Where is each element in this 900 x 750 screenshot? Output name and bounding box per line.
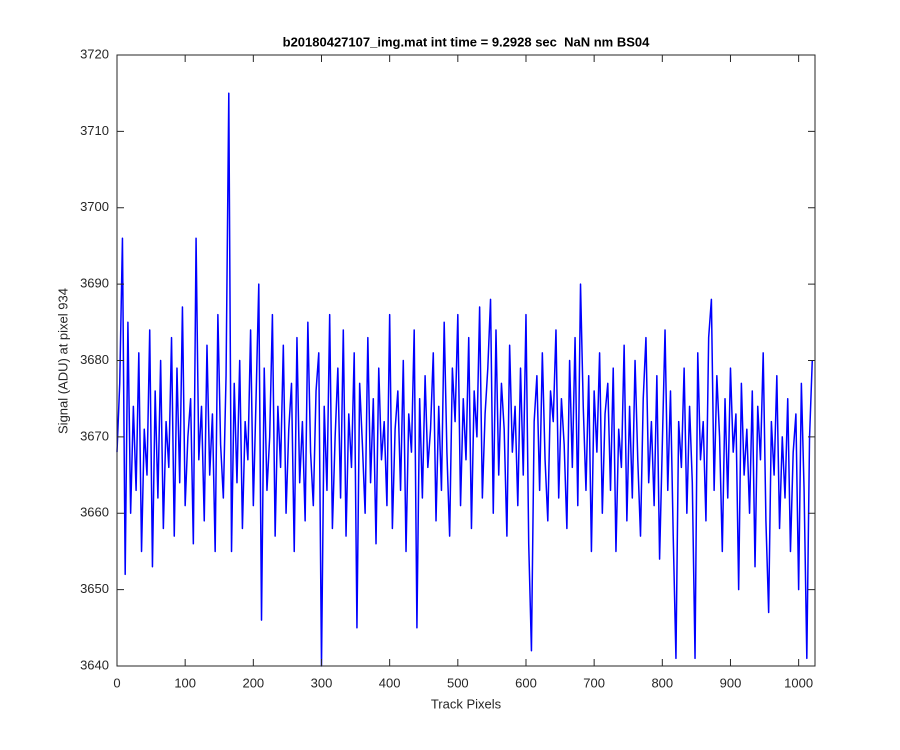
y-tick-label: 3710 <box>80 123 109 138</box>
y-tick-label: 3690 <box>80 276 109 291</box>
x-axis-label: Track Pixels <box>431 696 502 711</box>
x-tick-label: 600 <box>515 675 537 690</box>
x-tick-label: 100 <box>174 675 196 690</box>
x-tick-label: 800 <box>651 675 673 690</box>
x-tick-label: 1000 <box>784 675 813 690</box>
y-tick-label: 3660 <box>80 505 109 520</box>
x-tick-label: 400 <box>379 675 401 690</box>
x-tick-label: 700 <box>583 675 605 690</box>
chart-title: b20180427107_img.mat int time = 9.2928 s… <box>283 34 650 49</box>
x-tick-label: 900 <box>720 675 742 690</box>
data-line <box>116 92 814 667</box>
x-tick-label: 300 <box>311 675 333 690</box>
x-tick-label: 500 <box>447 675 469 690</box>
y-tick-label: 3700 <box>80 199 109 214</box>
y-tick-label: 3680 <box>80 352 109 367</box>
y-tick-label: 3670 <box>80 428 109 443</box>
y-tick-label: 3650 <box>80 581 109 596</box>
y-axis-label: Signal (ADU) at pixel 934 <box>55 288 70 434</box>
x-tick-label: 200 <box>242 675 264 690</box>
y-tick-label: 3720 <box>80 46 109 61</box>
y-tick-label: 3640 <box>80 657 109 672</box>
x-tick-label: 0 <box>113 675 120 690</box>
